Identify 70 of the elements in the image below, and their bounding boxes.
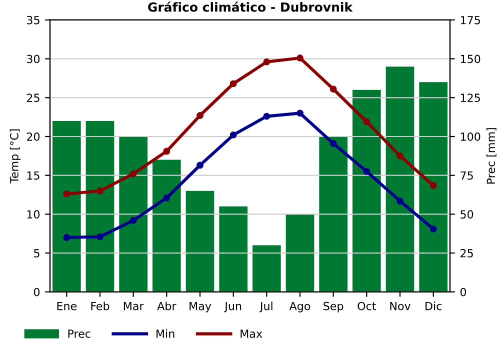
x-tick-label: May bbox=[190, 302, 212, 312]
point bbox=[363, 118, 370, 126]
point bbox=[163, 194, 170, 202]
bar bbox=[186, 190, 214, 292]
bar bbox=[286, 214, 314, 292]
point bbox=[430, 225, 437, 232]
y-tick-label: 30 bbox=[26, 54, 40, 64]
x-tick-label: Abr bbox=[157, 302, 176, 310]
x-tick-label: Jun bbox=[224, 302, 242, 312]
bar bbox=[352, 90, 381, 292]
bar bbox=[419, 82, 448, 292]
point bbox=[230, 131, 237, 138]
y-tick-label: 25 bbox=[26, 94, 40, 102]
y2-tick-label: 50 bbox=[460, 210, 474, 219]
y2-tick-label: 75 bbox=[460, 171, 473, 180]
y-tick-label: 20 bbox=[26, 132, 40, 141]
point bbox=[130, 170, 137, 178]
point bbox=[396, 198, 404, 204]
chart-title: Gráfico climático - Dubrovnik bbox=[148, 2, 353, 12]
y-tick-label: 5 bbox=[34, 249, 40, 258]
y-tick-label: 0 bbox=[34, 288, 40, 296]
point bbox=[63, 190, 70, 198]
point bbox=[296, 110, 304, 117]
point bbox=[263, 58, 270, 66]
x-tick-label: Sep bbox=[324, 302, 344, 312]
point bbox=[296, 54, 304, 62]
bar bbox=[252, 245, 281, 292]
point bbox=[96, 233, 104, 240]
legend-label: Min bbox=[156, 329, 174, 338]
x-tick-label: Feb bbox=[91, 302, 110, 310]
y-axis-title: Temp [°C] bbox=[10, 129, 21, 184]
point bbox=[330, 86, 337, 93]
point bbox=[230, 80, 237, 88]
bar bbox=[386, 66, 414, 292]
bar bbox=[86, 120, 114, 292]
x-tick-label: Oct bbox=[358, 302, 376, 310]
point bbox=[196, 112, 204, 119]
point bbox=[196, 162, 204, 169]
x-tick-label: Jul bbox=[259, 302, 272, 312]
point bbox=[163, 148, 170, 155]
y2-tick-label: 125 bbox=[460, 94, 480, 102]
bar bbox=[152, 160, 181, 292]
point bbox=[96, 187, 104, 194]
point bbox=[430, 182, 437, 189]
y-tick-label: 35 bbox=[26, 16, 40, 24]
point bbox=[363, 168, 370, 175]
point bbox=[263, 112, 270, 120]
point bbox=[330, 140, 337, 147]
point bbox=[63, 234, 70, 241]
x-tick-label: Ene bbox=[57, 302, 77, 310]
bar bbox=[119, 136, 148, 292]
legend-label: Max bbox=[240, 330, 262, 338]
bar bbox=[52, 120, 81, 292]
y2-axis-title: Prec [mm] bbox=[486, 128, 496, 184]
legend-label: Prec bbox=[68, 330, 90, 338]
x-tick-label: Ago bbox=[289, 302, 310, 312]
y2-tick-label: 175 bbox=[460, 16, 480, 24]
point bbox=[396, 152, 404, 160]
bar bbox=[319, 136, 348, 292]
y2-tick-label: 100 bbox=[460, 132, 480, 141]
y-tick-label: 10 bbox=[27, 210, 40, 219]
x-tick-label: Dic bbox=[426, 302, 442, 310]
x-tick-label: Mar bbox=[124, 302, 144, 310]
x-tick-label: Nov bbox=[390, 302, 411, 310]
bar bbox=[219, 206, 248, 292]
point bbox=[130, 216, 137, 224]
y-tick-label: 15 bbox=[27, 171, 40, 180]
y2-tick-label: 25 bbox=[460, 249, 473, 258]
y2-tick-label: 150 bbox=[460, 54, 480, 64]
y2-tick-label: 0 bbox=[460, 288, 466, 296]
